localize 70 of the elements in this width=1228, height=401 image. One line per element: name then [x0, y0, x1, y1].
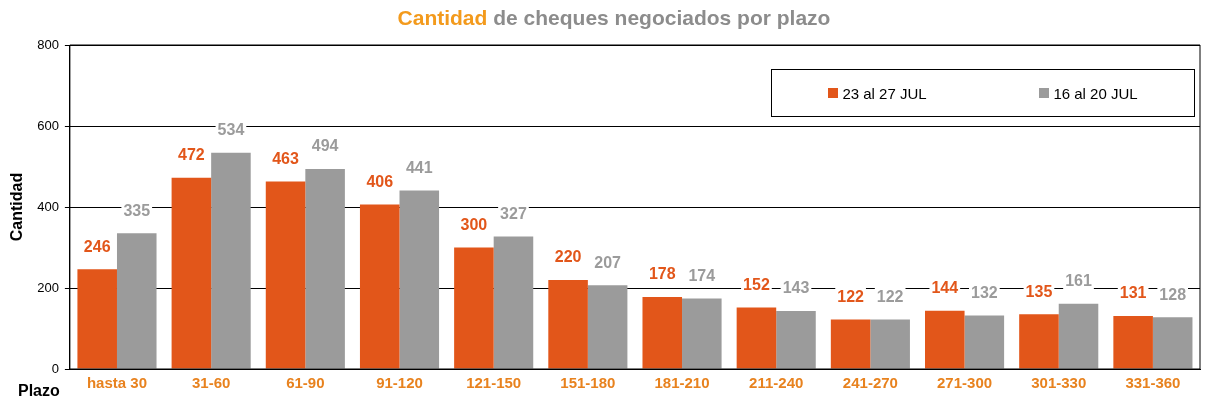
bar [171, 177, 212, 369]
x-tick-label: 271-300 [937, 374, 993, 392]
data-label: 220 [554, 248, 582, 266]
bar [211, 152, 251, 369]
y-tick-label: 400 [37, 198, 59, 214]
data-label: 174 [688, 266, 716, 284]
x-tick-label: 151-180 [560, 374, 616, 392]
x-tick-label: 121-150 [466, 374, 522, 392]
data-label: 335 [123, 201, 151, 219]
data-label: 122 [876, 288, 904, 305]
bar [548, 279, 588, 369]
chart-title: Cantidad de cheques negociados por plazo [396, 6, 832, 30]
bar [776, 311, 816, 369]
data-label: 463 [272, 149, 299, 167]
data-label: 122 [837, 288, 865, 305]
x-tick-label: 31-60 [191, 374, 231, 392]
data-label: 207 [594, 253, 622, 271]
bar [1019, 314, 1059, 369]
data-label: 534 [217, 121, 245, 139]
x-tick-label: 211-240 [749, 374, 804, 392]
data-label: 300 [460, 215, 488, 233]
y-axis-title: Cantidad [8, 172, 26, 242]
bar [1152, 317, 1193, 369]
x-tick-label: 91-120 [376, 374, 423, 392]
bar [77, 269, 117, 369]
bar [1113, 315, 1153, 369]
bar [399, 190, 440, 369]
data-label: 246 [83, 237, 111, 255]
legend-label: 16 al 20 JUL [1053, 84, 1138, 102]
legend-label: 23 al 27 JUL [842, 84, 927, 102]
x-tick-label: 331-360 [1125, 374, 1181, 392]
data-label: 494 [311, 137, 339, 155]
bar [493, 236, 534, 369]
data-label: 131 [1119, 284, 1147, 302]
data-label: 132 [970, 283, 998, 301]
bar [870, 319, 910, 369]
bar [1058, 303, 1099, 369]
bar [642, 296, 683, 369]
data-label: 472 [178, 146, 205, 164]
bar [587, 285, 628, 369]
x-axis-title: Plazo [18, 382, 60, 400]
x-tick-label: 181-210 [654, 374, 710, 392]
bar [830, 319, 871, 369]
data-label: 178 [648, 265, 676, 283]
data-label: 152 [743, 275, 770, 293]
bar [736, 307, 777, 369]
y-tick-label: 600 [37, 117, 59, 133]
bar [964, 315, 1005, 369]
y-tick-label: 800 [37, 36, 59, 52]
y-tick-label: 200 [37, 279, 59, 295]
x-tick-label: 301-330 [1031, 374, 1087, 392]
bar [925, 310, 965, 369]
bar [116, 233, 157, 369]
data-label: 144 [931, 279, 959, 297]
data-label: 327 [500, 204, 527, 222]
bar [682, 298, 722, 369]
x-tick-label: hasta 30 [86, 374, 147, 392]
y-tick-label: 0 [51, 360, 59, 376]
bar [305, 168, 345, 369]
data-label: 161 [1065, 272, 1092, 290]
bar [359, 204, 400, 369]
bar [454, 247, 494, 369]
data-label: 406 [366, 172, 394, 190]
x-tick-label: 61-90 [286, 374, 325, 392]
bar [265, 181, 306, 369]
data-label: 128 [1159, 285, 1187, 303]
data-label: 135 [1025, 282, 1053, 300]
data-label: 143 [782, 279, 810, 297]
data-label: 441 [405, 158, 433, 176]
x-tick-label: 241-270 [842, 374, 898, 392]
